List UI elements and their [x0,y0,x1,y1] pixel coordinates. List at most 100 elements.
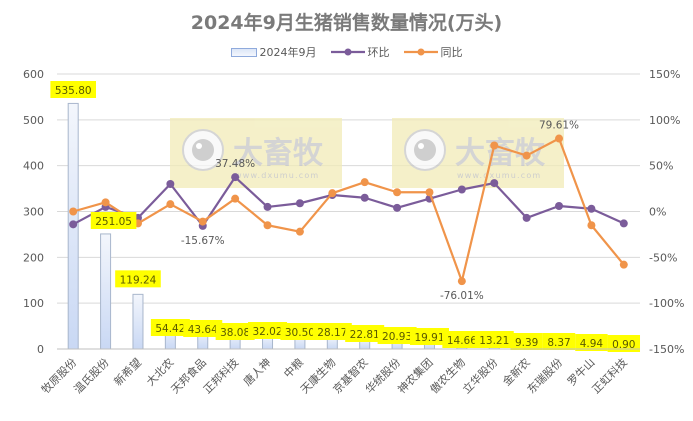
bar-value-label: 8.37 [542,333,576,350]
svg-text:28.17: 28.17 [317,327,347,339]
legend-label-mom: 环比 [367,46,390,59]
svg-text:119.24: 119.24 [120,274,157,286]
line-point[interactable] [619,219,628,228]
bar-value-label: 4.94 [575,334,608,351]
line-point[interactable] [457,185,466,194]
legend-item-bar[interactable]: 2024年9月 [230,44,317,60]
svg-text:43.64: 43.64 [188,324,218,336]
line-point[interactable] [522,213,531,222]
bar-value-label: 9.39 [510,333,543,350]
line-point[interactable] [360,193,369,202]
line-point[interactable] [69,220,78,229]
line-point[interactable] [101,198,110,207]
category-label: 正虹科技 [589,355,630,396]
legend-item-mom[interactable]: 环比 [330,44,390,60]
line-point[interactable] [328,189,337,198]
bar-value-label: 14.66 [442,331,482,348]
y-tick-label: 100 [23,297,44,310]
y-tick-label: 400 [23,160,44,173]
bar-value-label: 28.17 [312,323,352,340]
line-point[interactable] [263,221,272,230]
line-point[interactable] [231,173,240,182]
line-marker-purple-icon [330,48,365,56]
legend-label-yoy: 同比 [440,46,463,59]
y-tick-label: 200 [23,251,44,264]
line-marker-orange-icon [403,48,438,56]
bar-value-label: 0.90 [607,335,641,352]
line-point[interactable] [490,141,499,150]
bar-value-label: 119.24 [115,270,161,288]
percent-annotation: -76.01% [440,290,484,302]
line-point[interactable] [555,202,564,210]
line-point[interactable] [231,194,240,203]
y2-tick-label: 100% [649,114,680,127]
line-point[interactable] [587,204,596,213]
line-point[interactable] [619,260,628,269]
line-point[interactable] [393,188,402,197]
category-label: 中粮 [281,355,306,380]
legend-item-yoy[interactable]: 同比 [403,44,463,60]
legend-label-bar: 2024年9月 [259,46,317,59]
svg-text:38.08: 38.08 [220,327,250,339]
category-label: 东瑞股份 [524,355,565,396]
category-label: 温氏股份 [71,356,111,396]
svg-text:32.02: 32.02 [252,326,282,338]
chart-title: 2024年9月生猪销售数量情况(万头) [190,12,503,34]
y2-tick-label: 0% [649,206,666,219]
line-point[interactable] [555,134,564,143]
line-point[interactable] [295,199,304,208]
y2-tick-label: -150% [649,343,684,356]
bar-value-label: 38.08 [215,323,255,340]
bar-value-label: 13.21 [474,331,514,348]
bar-value-label: 30.50 [280,323,320,340]
svg-text:54.42: 54.42 [155,323,185,335]
line-point[interactable] [166,180,175,188]
svg-text:22.81: 22.81 [350,329,380,341]
line-point[interactable] [522,151,531,160]
line-point[interactable] [393,203,402,212]
y-tick-label: 500 [23,114,44,127]
svg-text:30.50: 30.50 [285,327,315,339]
bar-value-label: 251.05 [90,212,137,229]
line-point[interactable] [457,277,466,286]
bar-value-label: 54.42 [150,319,190,336]
line-point[interactable] [425,188,434,197]
y-tick-label: 600 [23,68,44,81]
y2-tick-label: 50% [649,160,673,173]
y2-tick-label: 150% [649,68,680,81]
y2-tick-label: -50% [649,251,677,264]
line-point[interactable] [69,207,78,216]
svg-text:4.94: 4.94 [580,338,604,350]
svg-text:251.05: 251.05 [95,216,132,228]
category-label: 唐人神 [240,355,273,388]
yoy-line [72,137,625,283]
line-point[interactable] [587,221,596,230]
line-point[interactable] [263,202,272,211]
bar[interactable] [100,233,112,350]
line-point[interactable] [198,217,207,226]
bar-swatch-icon [230,47,257,57]
svg-text:大畜牧: 大畜牧 [233,136,324,171]
line-point[interactable] [490,179,499,188]
line-point[interactable] [360,178,369,187]
bar-value-label: 19.91 [409,328,449,345]
bar[interactable] [132,293,144,350]
percent-annotation: 37.48% [215,158,255,170]
legend: 2024年9月 环比 同比 [0,44,693,60]
svg-text:8.37: 8.37 [547,337,570,349]
svg-text:www.dxumu.com: www.dxumu.com [235,171,319,180]
svg-text:20.93: 20.93 [382,331,412,343]
svg-text:13.21: 13.21 [479,335,509,347]
line-series [69,134,628,286]
svg-text:535.80: 535.80 [55,85,92,97]
line-point[interactable] [295,227,304,236]
category-label: 新希望 [111,355,144,388]
category-label: 立华股份 [459,355,500,396]
data-labels: 535.80 251.05 119.24 54.42 43.64 38.08 32.02 30… [50,81,641,352]
category-label: 正邦科技 [200,355,241,396]
svg-text:19.91: 19.91 [414,332,444,344]
line-point[interactable] [166,200,175,209]
